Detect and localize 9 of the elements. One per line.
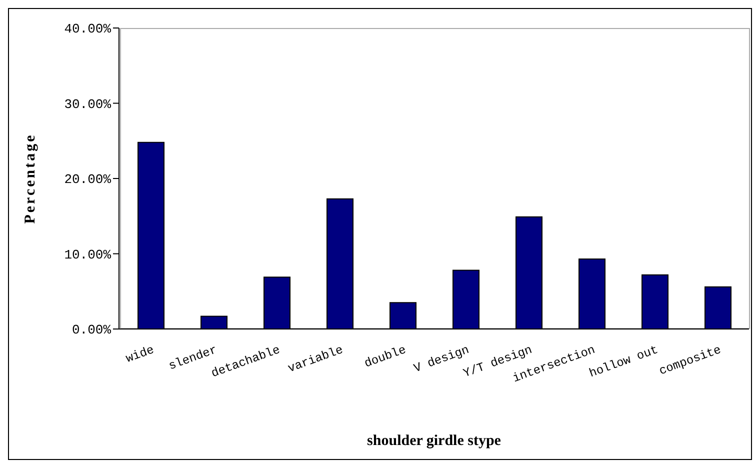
y-tick-label: 30.00%	[64, 96, 112, 112]
x-axis-title: shoulder girdle stype	[367, 433, 502, 449]
x-tick-label: double	[362, 342, 408, 371]
x-tick-label: wide	[124, 342, 156, 366]
y-tick-label: 10.00%	[64, 247, 112, 262]
y-tick-label: 0.00%	[72, 322, 112, 338]
y-tick-label: 40.00%	[64, 22, 112, 37]
y-axis-title: Percentage	[22, 133, 38, 224]
y-tick-label: 20.00%	[64, 172, 112, 188]
